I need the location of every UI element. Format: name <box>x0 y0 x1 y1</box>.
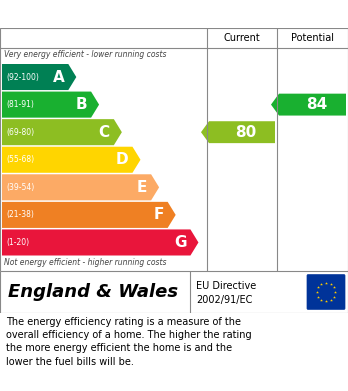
Text: (21-38): (21-38) <box>6 210 34 219</box>
Text: D: D <box>116 152 128 167</box>
Text: F: F <box>153 207 164 222</box>
Text: Energy Efficiency Rating: Energy Efficiency Rating <box>10 7 220 22</box>
Text: Not energy efficient - higher running costs: Not energy efficient - higher running co… <box>4 258 166 267</box>
Text: Current: Current <box>224 33 260 43</box>
Text: A: A <box>53 70 64 84</box>
Polygon shape <box>2 64 76 90</box>
Polygon shape <box>201 121 275 143</box>
Polygon shape <box>2 147 141 173</box>
Text: B: B <box>76 97 87 112</box>
Text: G: G <box>174 235 187 250</box>
FancyBboxPatch shape <box>307 274 345 309</box>
Polygon shape <box>271 94 346 116</box>
Text: (81-91): (81-91) <box>6 100 34 109</box>
Text: EU Directive: EU Directive <box>196 281 256 291</box>
Text: 80: 80 <box>235 125 256 140</box>
Polygon shape <box>2 91 99 118</box>
Text: (1-20): (1-20) <box>6 238 29 247</box>
Text: E: E <box>137 180 147 195</box>
Text: (69-80): (69-80) <box>6 128 34 137</box>
Text: Potential: Potential <box>291 33 334 43</box>
Polygon shape <box>2 119 122 145</box>
Text: (92-100): (92-100) <box>6 73 39 82</box>
Polygon shape <box>2 230 198 255</box>
Text: C: C <box>99 125 110 140</box>
Text: Very energy efficient - lower running costs: Very energy efficient - lower running co… <box>4 50 166 59</box>
Text: England & Wales: England & Wales <box>8 283 178 301</box>
Text: (55-68): (55-68) <box>6 155 34 164</box>
Text: 84: 84 <box>306 97 327 112</box>
Polygon shape <box>2 202 176 228</box>
Text: 2002/91/EC: 2002/91/EC <box>196 295 252 305</box>
Text: (39-54): (39-54) <box>6 183 34 192</box>
Text: The energy efficiency rating is a measure of the
overall efficiency of a home. T: The energy efficiency rating is a measur… <box>6 317 252 367</box>
Polygon shape <box>2 174 159 200</box>
